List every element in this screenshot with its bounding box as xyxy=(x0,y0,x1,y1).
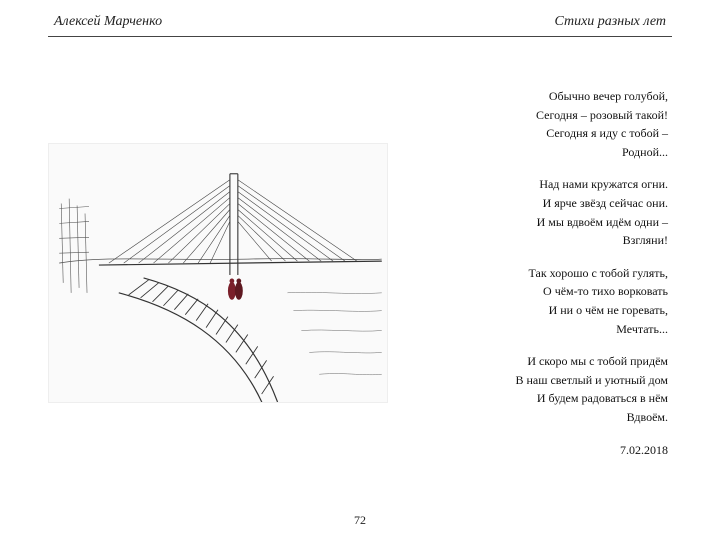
poem-line: И ни о чём не горевать, xyxy=(408,301,668,320)
poem-line: Родной... xyxy=(408,143,668,162)
bridge-sketch-illustration xyxy=(48,143,388,403)
poem-line: Вдвоём. xyxy=(408,408,668,427)
poem-line: И ярче звёзд сейчас они. xyxy=(408,194,668,213)
poem-line: Сегодня я иду с тобой – xyxy=(408,124,668,143)
stanza: И скоро мы с тобой придём В наш светлый … xyxy=(408,352,668,426)
poem-line: Сегодня – розовый такой! xyxy=(408,106,668,125)
page-number: 72 xyxy=(0,513,720,528)
page-header: Алексей Марченко Стихи разных лет xyxy=(48,14,672,34)
poem-date: 7.02.2018 xyxy=(408,441,668,460)
page: Алексей Марченко Стихи разных лет xyxy=(0,0,720,540)
poem-line: Мечтать... xyxy=(408,320,668,339)
poem-line: Обычно вечер голубой, xyxy=(408,87,668,106)
poem-line: О чём-то тихо ворковать xyxy=(408,282,668,301)
poem-line: Взгляни! xyxy=(408,231,668,250)
sketch-bg xyxy=(49,144,386,402)
content-row: Обычно вечер голубой, Сегодня – розовый … xyxy=(48,57,672,459)
illustration-column xyxy=(48,57,388,459)
header-rule xyxy=(48,36,672,37)
poem-line: Над нами кружатся огни. xyxy=(408,175,668,194)
stanza: Так хорошо с тобой гулять, О чём-то тихо… xyxy=(408,264,668,338)
stanza: Над нами кружатся огни. И ярче звёзд сей… xyxy=(408,175,668,249)
stanza: Обычно вечер голубой, Сегодня – розовый … xyxy=(408,87,668,161)
poem-line: В наш светлый и уютный дом xyxy=(408,371,668,390)
poem-column: Обычно вечер голубой, Сегодня – розовый … xyxy=(408,57,672,459)
header-author: Алексей Марченко xyxy=(54,14,162,30)
poem-line: И будем радоваться в нём xyxy=(408,389,668,408)
poem-line: Так хорошо с тобой гулять, xyxy=(408,264,668,283)
poem-line: И мы вдвоём идём одни – xyxy=(408,213,668,232)
poem-line: И скоро мы с тобой придём xyxy=(408,352,668,371)
header-title: Стихи разных лет xyxy=(554,14,666,30)
